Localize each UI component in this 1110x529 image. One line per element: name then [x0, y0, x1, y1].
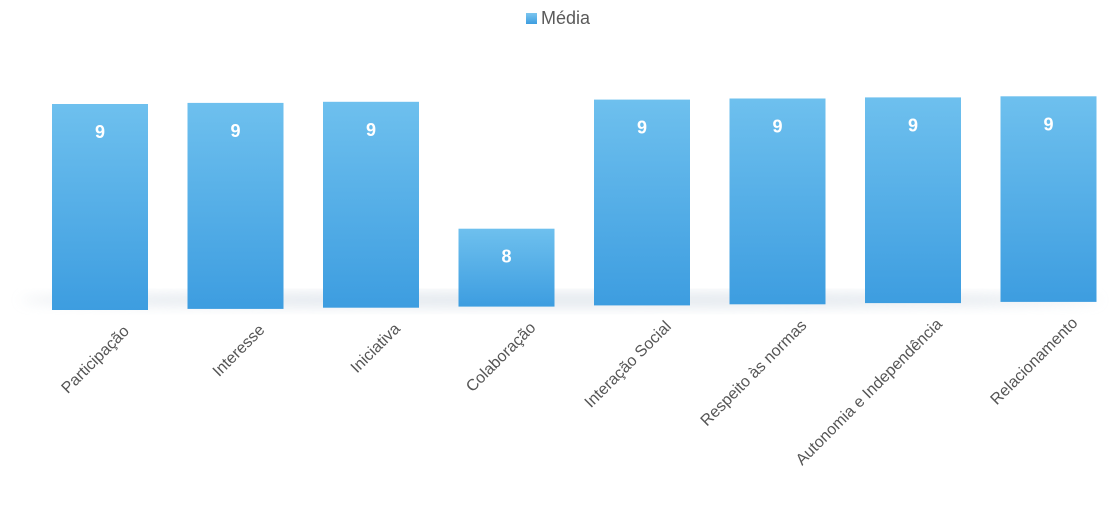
bar-relacionamento: [1000, 96, 1097, 302]
bar-intera-o-social: [594, 99, 690, 306]
bar-respeito-s-normas: [729, 98, 826, 305]
legend-marker: [526, 13, 537, 24]
category-label: Interação Social: [582, 318, 675, 411]
category-label: Respeito às normas: [698, 317, 811, 430]
data-labels-layer: 9 9 9 8 9 9 9 9: [95, 114, 1054, 266]
category-label: Relacionamento: [988, 315, 1082, 409]
bar-interesse: [187, 102, 284, 309]
data-label: 9: [366, 120, 376, 140]
category-label: Interesse: [210, 322, 269, 381]
data-label: 9: [95, 122, 105, 142]
data-label: 9: [908, 115, 918, 135]
bar-participa-o: [52, 104, 148, 310]
data-label: 9: [772, 117, 782, 137]
data-label: 9: [637, 118, 647, 138]
category-label: Iniciativa: [348, 320, 404, 376]
legend: Média: [526, 8, 591, 28]
category-label: Colaboração: [463, 319, 539, 395]
category-labels-layer: Participação Interesse Iniciativa Colaboraç…: [59, 315, 1082, 469]
data-label: 9: [230, 121, 240, 141]
bar-colabora-o: [458, 228, 555, 307]
category-label: Autonomia e Independência: [793, 316, 946, 469]
legend-label: Média: [541, 8, 591, 28]
plot-shadow: [20, 292, 1100, 308]
bar-autonomia-e-independ-ncia: [865, 97, 961, 304]
data-label: 8: [501, 247, 511, 267]
data-label: 9: [1043, 114, 1053, 134]
bar-iniciativa: [323, 101, 419, 308]
bars-layer: [52, 96, 1097, 310]
category-label: Participação: [59, 323, 133, 397]
